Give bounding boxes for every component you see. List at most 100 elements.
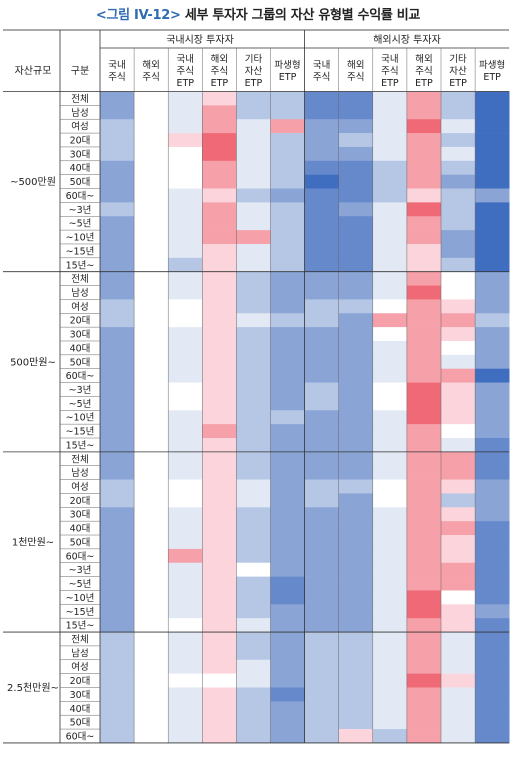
row-label-12: 15년~ <box>66 260 95 271</box>
heatmap-cell-r25-c10 <box>441 438 476 453</box>
heatmap-cell-r11-c10 <box>441 243 476 259</box>
heatmap-cell-r19-c11 <box>475 354 510 369</box>
heatmap-cell-r45-c4 <box>236 715 271 730</box>
heatmap-cell-r3-c4 <box>236 133 271 148</box>
heatmap-cell-r5-c1 <box>134 160 169 175</box>
heatmap-cell-r2-c11 <box>475 119 510 134</box>
heatmap-cell-r14-c10 <box>441 285 476 300</box>
heatmap-cell-r14-c4 <box>236 285 271 300</box>
heatmap-cell-r2-c3 <box>202 119 237 134</box>
heatmap-cell-r26-c10 <box>441 451 476 467</box>
heatmap-cell-r33-c5 <box>270 548 305 564</box>
asset-size-header: 자산규모 <box>15 65 52 77</box>
heatmap-cell-r36-c11 <box>475 590 510 605</box>
heatmap-cell-r3-c5 <box>270 133 305 148</box>
heatmap-cell-r31-c9 <box>406 521 442 536</box>
heatmap-cell-r25-c11 <box>475 438 510 453</box>
heatmap-cell-r1-c8 <box>372 105 408 120</box>
heatmap-cell-r44-c0 <box>100 701 135 716</box>
heatmap-cell-r23-c10 <box>441 410 476 425</box>
heatmap-cell-r40-c0 <box>100 645 135 661</box>
heatmap-cell-r15-c10 <box>441 299 476 314</box>
heatmap-cell-r31-c4 <box>236 521 271 536</box>
heatmap-cell-r24-c1 <box>134 424 169 439</box>
heatmap-cell-r17-c8 <box>372 327 408 342</box>
heatmap-cell-r29-c5 <box>270 493 305 508</box>
row-label-10: ~10년 <box>66 233 95 244</box>
heatmap-cell-r28-c1 <box>134 479 169 494</box>
heatmap-cell-r32-c4 <box>236 535 271 550</box>
heatmap-cell-r1-c5 <box>270 105 305 120</box>
heatmap-cell-r38-c4 <box>236 618 271 633</box>
row-label-9: ~5년 <box>69 219 92 230</box>
row-label-40: 남성 <box>71 648 88 659</box>
heatmap-cell-r10-c3 <box>202 230 237 245</box>
heatmap-cell-r19-c2 <box>168 354 203 369</box>
heatmap-cell-r43-c5 <box>270 687 305 702</box>
group-label-3: 2.5천만원~ <box>7 682 59 694</box>
heatmap-cell-r1-c0 <box>100 105 135 120</box>
heatmap-cell-r46-c4 <box>236 729 271 744</box>
heatmap-cell-r31-c6 <box>304 521 339 536</box>
heatmap-cell-r24-c9 <box>406 424 442 439</box>
heatmap-cell-r35-c9 <box>406 576 442 591</box>
figure-tag: <그림 IV-12> <box>95 8 181 23</box>
heatmap-cell-r3-c2 <box>168 133 203 148</box>
heatmap-cell-r39-c5 <box>270 632 305 647</box>
row-label-46: 60대~ <box>66 731 95 742</box>
heatmap-cell-r15-c3 <box>202 299 237 314</box>
heatmap-cell-r45-c7 <box>338 715 374 730</box>
heatmap-cell-r16-c7 <box>338 313 374 328</box>
column-header-0-line-1: 주식 <box>108 72 125 83</box>
heatmap-cell-r1-c1 <box>134 105 169 120</box>
heatmap-cell-r2-c5 <box>270 119 305 134</box>
heatmap-cell-r7-c10 <box>441 188 476 203</box>
heatmap-cell-r43-c9 <box>406 687 442 702</box>
heatmap-cell-r21-c11 <box>475 382 510 397</box>
heatmap-cell-r39-c10 <box>441 632 476 647</box>
heatmap-cell-r37-c8 <box>372 604 408 619</box>
heatmap-cell-r6-c0 <box>100 174 135 189</box>
heatmap-cell-r31-c0 <box>100 521 135 536</box>
heatmap-cell-r5-c0 <box>100 160 135 175</box>
domestic-investor-header: 국내시장 투자자 <box>166 34 234 46</box>
heatmap-cell-r25-c2 <box>168 438 203 453</box>
heatmap-cell-r12-c0 <box>100 257 135 272</box>
heatmap-cell-r15-c11 <box>475 299 510 314</box>
heatmap-cell-r38-c7 <box>338 618 374 633</box>
heatmap-cells <box>100 91 510 744</box>
heatmap-cell-r34-c6 <box>304 562 339 577</box>
heatmap-cell-r27-c7 <box>338 465 374 480</box>
heatmap-cell-r15-c2 <box>168 299 203 314</box>
row-label-37: ~15년 <box>66 607 95 618</box>
heatmap-cell-r21-c5 <box>270 382 305 397</box>
heatmap-cell-r45-c8 <box>372 715 408 730</box>
heatmap-cell-r14-c11 <box>475 285 510 300</box>
heatmap-cell-r29-c4 <box>236 493 271 508</box>
column-header-10-line-1: 자산 <box>449 66 467 77</box>
heatmap-cell-r40-c9 <box>406 645 442 661</box>
heatmap-cell-r30-c5 <box>270 507 305 522</box>
heatmap-cell-r15-c4 <box>236 299 271 314</box>
heatmap-cell-r2-c7 <box>338 119 374 134</box>
row-label-25: 15년~ <box>66 440 95 451</box>
heatmap-cell-r1-c4 <box>236 105 271 120</box>
heatmap-cell-r35-c7 <box>338 576 374 591</box>
heatmap-cell-r45-c5 <box>270 715 305 730</box>
heatmap-cell-r25-c0 <box>100 438 135 453</box>
heatmap-cell-r3-c8 <box>372 133 408 148</box>
row-label-11: ~15년 <box>66 246 95 257</box>
heatmap-cell-r16-c2 <box>168 313 203 328</box>
heatmap-cell-r17-c1 <box>134 327 169 342</box>
heatmap-cell-r37-c1 <box>134 604 169 619</box>
heatmap-cell-r8-c6 <box>304 202 339 217</box>
heatmap-cell-r24-c10 <box>441 424 476 439</box>
heatmap-cell-r2-c1 <box>134 119 169 134</box>
heatmap-cell-r27-c6 <box>304 465 339 480</box>
heatmap-cell-r28-c11 <box>475 479 510 494</box>
heatmap-cell-r5-c3 <box>202 160 237 175</box>
heatmap-cell-r5-c8 <box>372 160 408 175</box>
heatmap-cell-r6-c3 <box>202 174 237 189</box>
column-header-5-line-0: 파생형 <box>274 60 300 71</box>
heatmap-cell-r25-c5 <box>270 438 305 453</box>
